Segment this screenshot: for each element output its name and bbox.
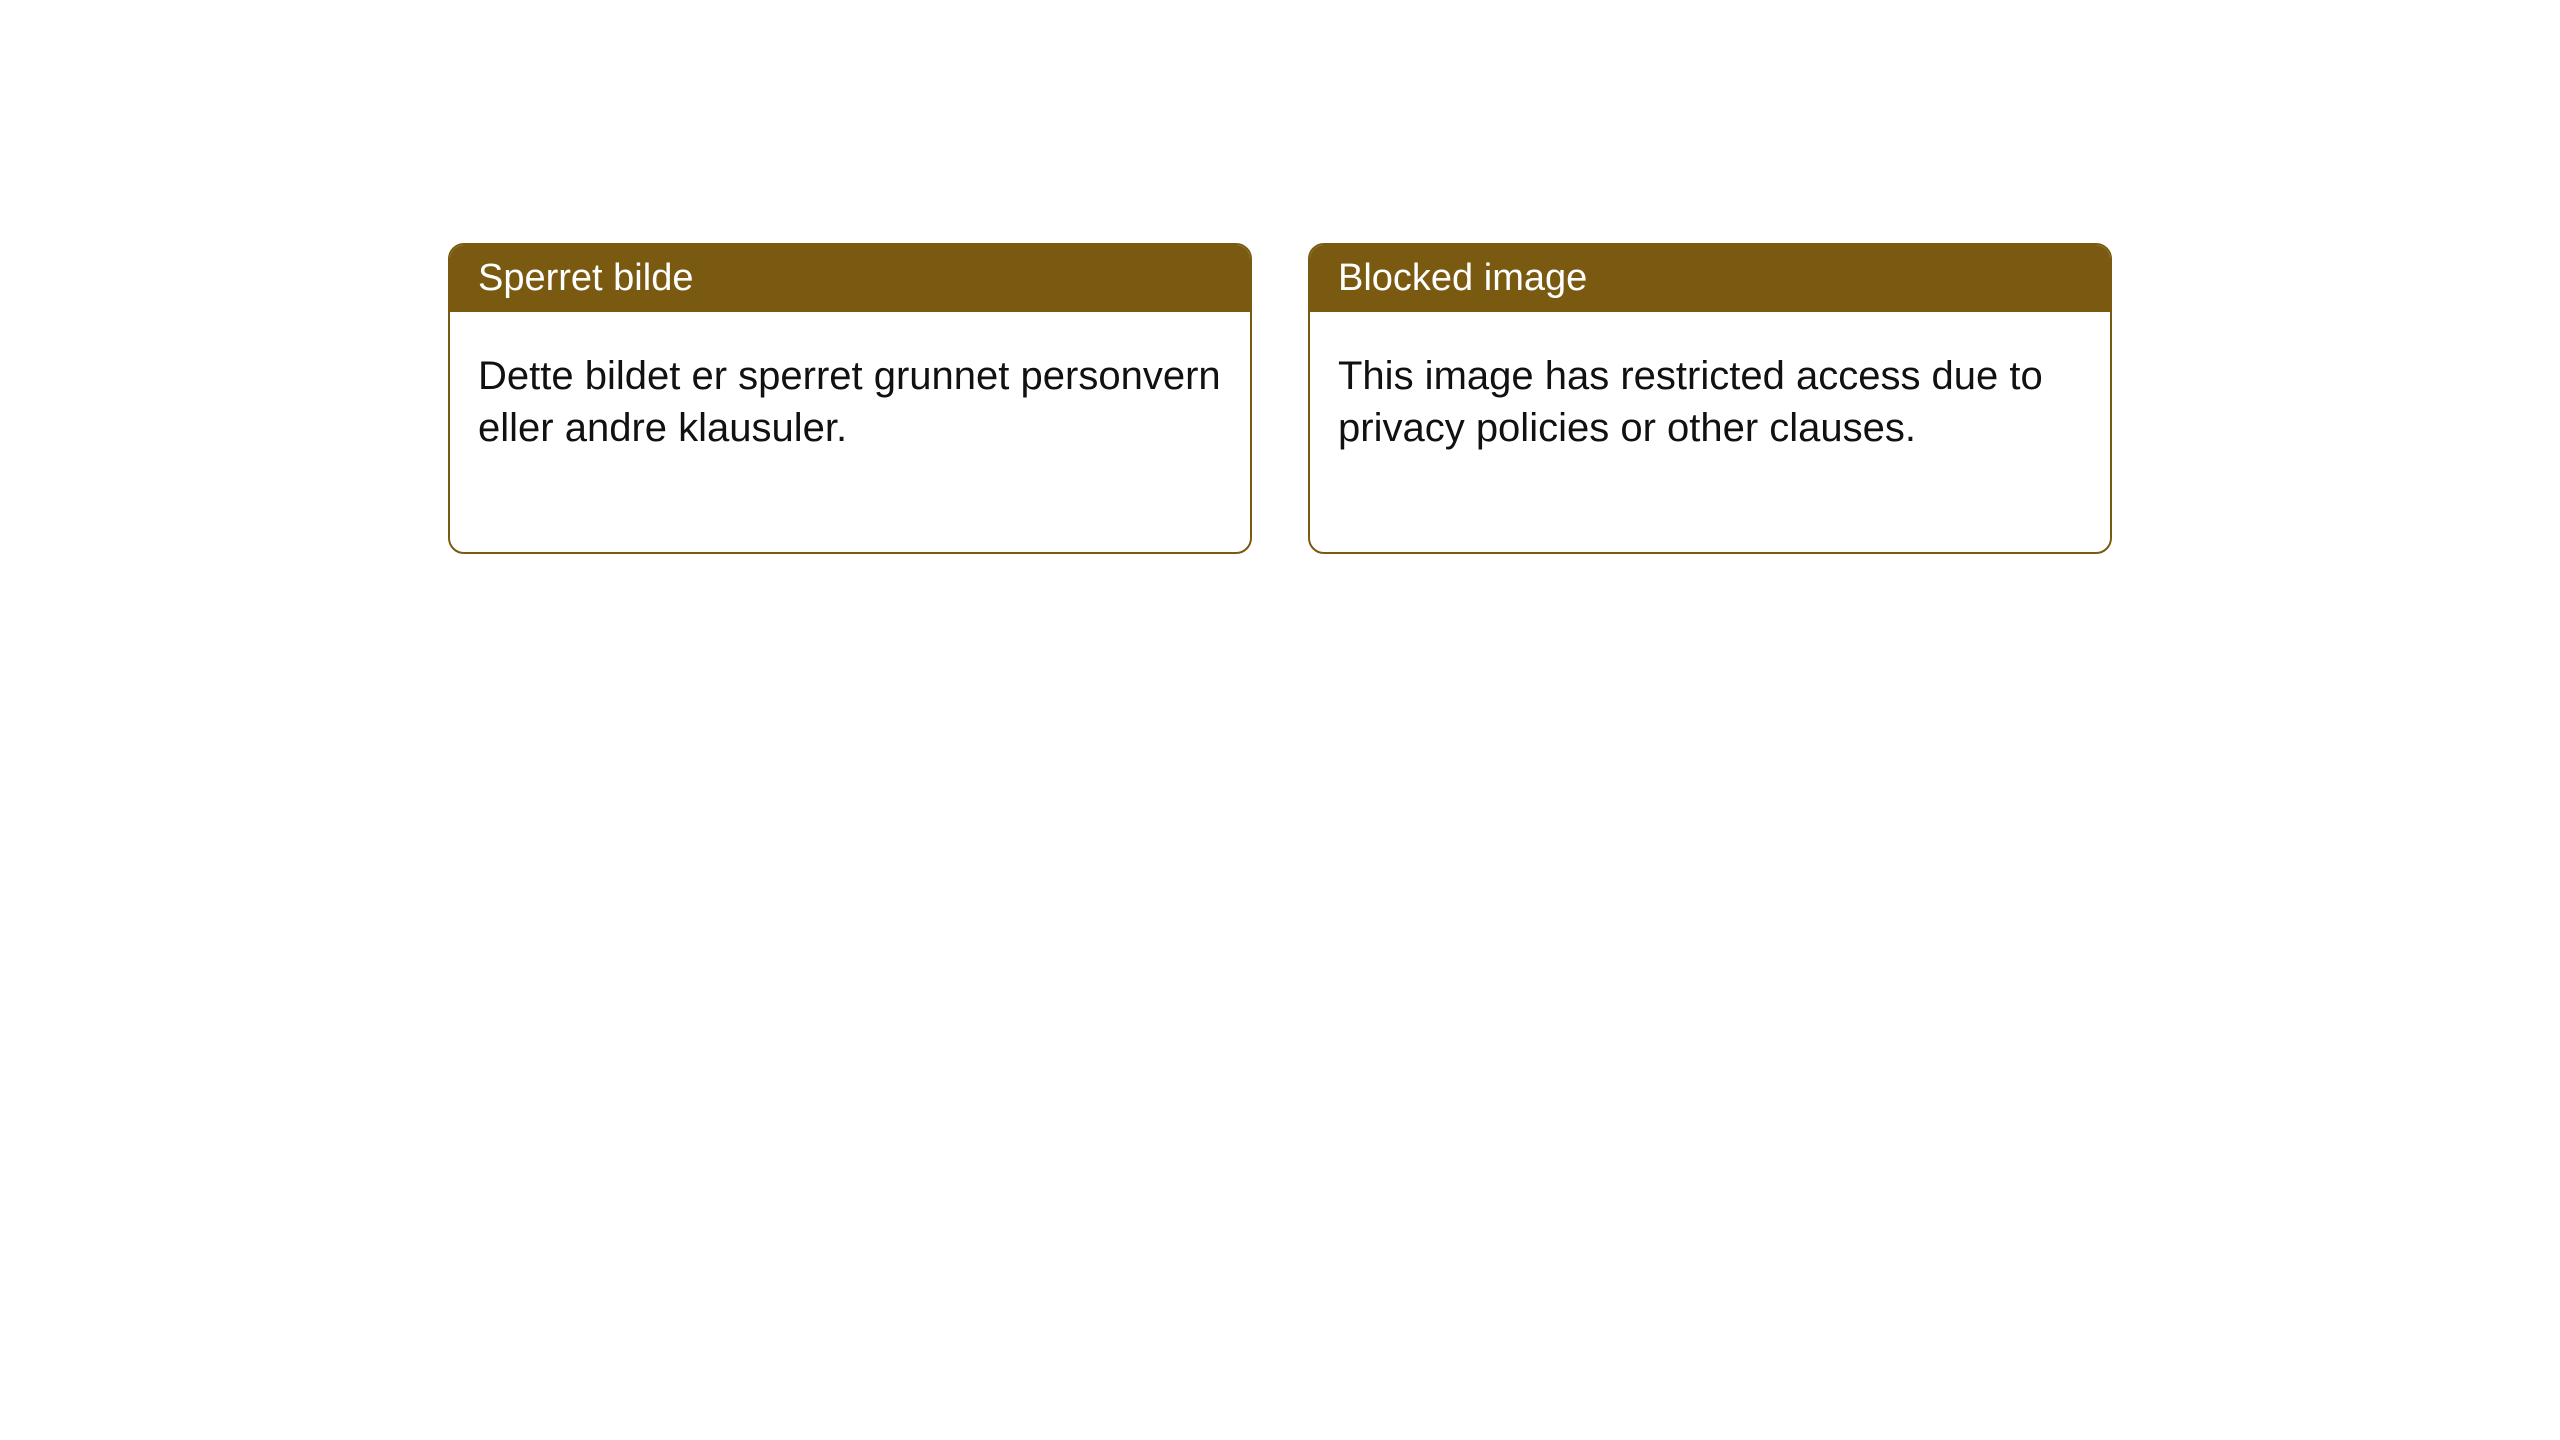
blocked-image-card-no: Sperret bilde Dette bildet er sperret gr… [448,243,1252,554]
card-body: Dette bildet er sperret grunnet personve… [450,312,1250,552]
notice-container: Sperret bilde Dette bildet er sperret gr… [0,0,2560,554]
card-body: This image has restricted access due to … [1310,312,2110,552]
card-title: Sperret bilde [450,245,1250,312]
card-title: Blocked image [1310,245,2110,312]
blocked-image-card-en: Blocked image This image has restricted … [1308,243,2112,554]
